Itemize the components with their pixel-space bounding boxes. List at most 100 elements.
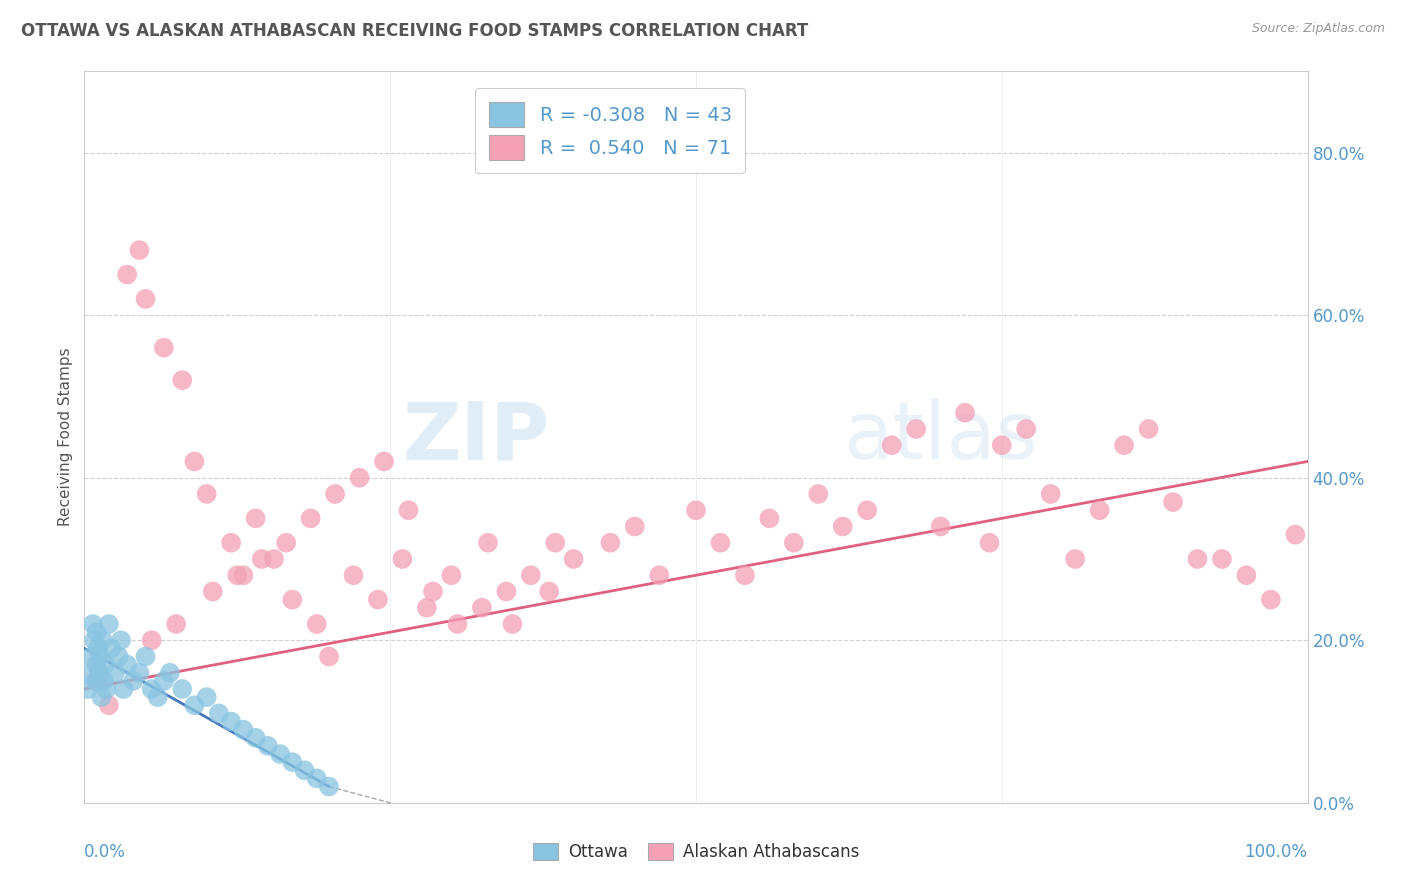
Point	[86, 657, 108, 672]
Point	[245, 511, 267, 525]
Point	[1187, 552, 1209, 566]
Point	[979, 535, 1001, 549]
Point	[91, 633, 114, 648]
Text: OTTAWA VS ALASKAN ATHABASCAN RECEIVING FOOD STAMPS CORRELATION CHART: OTTAWA VS ALASKAN ATHABASCAN RECEIVING F…	[21, 22, 808, 40]
Point	[391, 552, 413, 566]
Point	[115, 268, 138, 282]
Point	[87, 665, 110, 680]
Point	[880, 438, 903, 452]
Point	[831, 519, 853, 533]
Point	[446, 617, 468, 632]
Text: 100.0%: 100.0%	[1244, 843, 1308, 861]
Point	[86, 625, 108, 640]
Point	[538, 584, 561, 599]
Point	[318, 649, 340, 664]
Point	[263, 552, 285, 566]
Point	[90, 690, 112, 705]
Point	[226, 568, 249, 582]
Point	[141, 633, 163, 648]
Point	[107, 649, 129, 664]
Point	[856, 503, 879, 517]
Point	[349, 471, 371, 485]
Point	[562, 552, 585, 566]
Point	[172, 373, 194, 387]
Point	[807, 487, 830, 501]
Point	[93, 673, 115, 688]
Point	[520, 568, 543, 582]
Point	[128, 665, 150, 680]
Point	[1161, 495, 1184, 509]
Point	[1039, 487, 1062, 501]
Point	[1114, 438, 1136, 452]
Point	[110, 633, 132, 648]
Point	[97, 617, 120, 632]
Point	[305, 772, 328, 786]
Point	[153, 341, 176, 355]
Text: ZIP: ZIP	[402, 398, 550, 476]
Text: Source: ZipAtlas.com: Source: ZipAtlas.com	[1251, 22, 1385, 36]
Legend: Ottawa, Alaskan Athabascans: Ottawa, Alaskan Athabascans	[526, 836, 866, 868]
Point	[87, 641, 110, 656]
Point	[422, 584, 444, 599]
Point	[219, 714, 242, 729]
Point	[599, 535, 621, 549]
Point	[80, 649, 103, 664]
Text: atlas: atlas	[842, 398, 1038, 476]
Point	[758, 511, 780, 525]
Point	[250, 552, 273, 566]
Point	[257, 739, 280, 753]
Point	[97, 698, 120, 713]
Point	[232, 568, 254, 582]
Point	[159, 665, 181, 680]
Point	[373, 454, 395, 468]
Point	[1137, 422, 1160, 436]
Point	[1088, 503, 1111, 517]
Point	[104, 665, 127, 680]
Point	[318, 780, 340, 794]
Point	[1236, 568, 1258, 582]
Point	[276, 535, 298, 549]
Point	[84, 673, 107, 688]
Point	[477, 535, 499, 549]
Point	[294, 764, 316, 778]
Point	[544, 535, 567, 549]
Point	[367, 592, 389, 607]
Point	[991, 438, 1014, 452]
Point	[122, 673, 145, 688]
Point	[201, 584, 224, 599]
Text: 0.0%: 0.0%	[84, 843, 127, 861]
Point	[709, 535, 731, 549]
Point	[165, 617, 187, 632]
Point	[624, 519, 647, 533]
Point	[94, 657, 117, 672]
Point	[245, 731, 267, 745]
Point	[1260, 592, 1282, 607]
Y-axis label: Receiving Food Stamps: Receiving Food Stamps	[58, 348, 73, 526]
Point	[135, 292, 157, 306]
Point	[135, 649, 157, 664]
Point	[82, 617, 104, 632]
Point	[269, 747, 291, 761]
Point	[281, 592, 304, 607]
Point	[128, 243, 150, 257]
Point	[172, 681, 194, 696]
Point	[195, 690, 218, 705]
Point	[398, 503, 420, 517]
Point	[502, 617, 524, 632]
Point	[112, 681, 135, 696]
Point	[79, 665, 101, 680]
Point	[141, 681, 163, 696]
Point	[115, 657, 138, 672]
Point	[929, 519, 952, 533]
Point	[1015, 422, 1038, 436]
Point	[648, 568, 671, 582]
Point	[1211, 552, 1233, 566]
Point	[685, 503, 707, 517]
Point	[495, 584, 517, 599]
Point	[86, 673, 108, 688]
Point	[153, 673, 176, 688]
Point	[905, 422, 928, 436]
Point	[323, 487, 346, 501]
Point	[299, 511, 322, 525]
Point	[83, 633, 105, 648]
